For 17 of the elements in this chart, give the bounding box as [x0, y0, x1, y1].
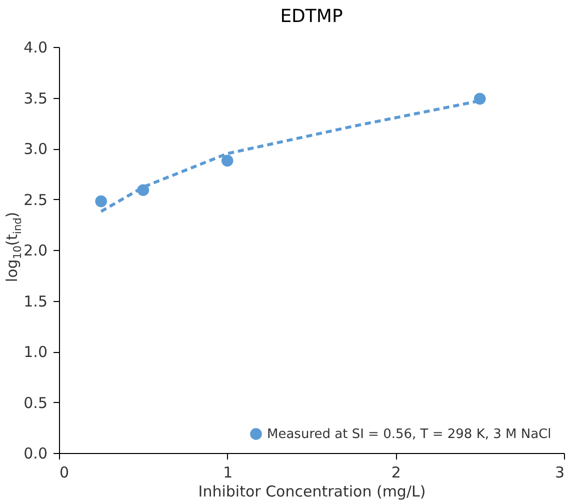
- x-tick-label: 1: [223, 464, 233, 482]
- x-tick-label: 3: [554, 464, 564, 482]
- legend-label: Measured at SI = 0.56, T = 298 K, 3 M NaCl: [267, 427, 552, 442]
- y-axis-title: log10(tind): [3, 212, 24, 282]
- y-tick-label: 0.0: [24, 444, 48, 462]
- x-axis-title: Inhibitor Concentration (mg/L): [198, 482, 426, 500]
- x-tick-label: 2: [391, 464, 401, 482]
- y-tick-label: 0.5: [24, 394, 48, 412]
- y-tick-label: 4.0: [24, 38, 48, 56]
- x-tick-label: 0: [60, 464, 70, 482]
- y-tick-label: 2.5: [24, 190, 48, 209]
- y-tick-label: 2.0: [24, 242, 48, 260]
- y-tick-label: 1.0: [24, 343, 48, 361]
- chart-title: EDTMP: [280, 6, 343, 27]
- y-tick-label: 3.0: [24, 140, 48, 158]
- y-tick-label: 1.5: [24, 292, 48, 310]
- y-tick-label: 3.5: [24, 89, 48, 108]
